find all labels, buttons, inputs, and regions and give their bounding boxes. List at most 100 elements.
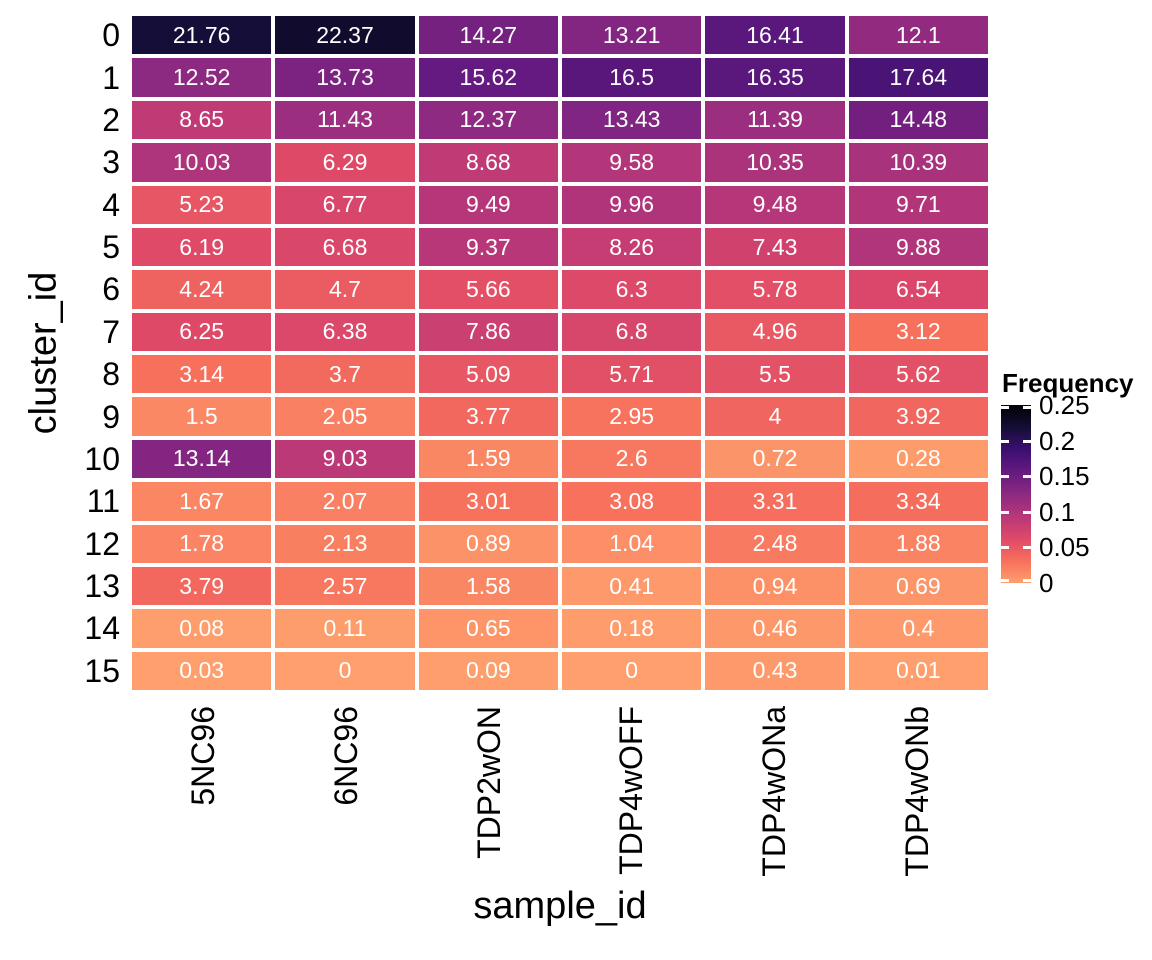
heatmap-cell-r2-c3: 13.43 bbox=[561, 100, 702, 140]
heatmap-cell-value: 5.62 bbox=[895, 360, 941, 387]
y-tick-label-4: 4 bbox=[102, 186, 120, 223]
y-tick-label-11: 11 bbox=[86, 483, 120, 520]
heatmap-cell-r13-c5: 0.69 bbox=[848, 566, 988, 606]
heatmap-cell-r11-c1: 2.07 bbox=[275, 482, 415, 521]
heatmap-cell-r1-c0: 12.52 bbox=[132, 58, 272, 97]
heatmap-cell-value: 0 bbox=[625, 657, 639, 684]
heatmap-cell-r10-c5: 0.28 bbox=[848, 439, 988, 479]
x-tick-label-text: TDP2wON bbox=[470, 706, 507, 859]
heatmap-cell-r0-c2: 14.27 bbox=[418, 16, 558, 55]
heatmap-cell-r15-c0: 0.03 bbox=[132, 651, 272, 690]
heatmap-cell-r14-c1: 0.11 bbox=[275, 609, 415, 648]
legend-tick-label-0.15: 0.15 bbox=[1039, 461, 1090, 492]
heatmap-cell-value: 22.37 bbox=[316, 21, 374, 48]
heatmap-cell-r8-c3: 5.71 bbox=[561, 355, 702, 394]
heatmap-cell-value: 6.3 bbox=[615, 275, 648, 302]
y-tick-label-7: 7 bbox=[102, 313, 120, 350]
heatmap-cell-value: 3.12 bbox=[895, 318, 941, 345]
heatmap-cell-value: 12.52 bbox=[172, 64, 231, 91]
legend-tickmark-left bbox=[1001, 406, 1009, 409]
heatmap-cell-r6-c0: 4.24 bbox=[132, 270, 272, 309]
heatmap-cell-r5-c1: 6.68 bbox=[275, 227, 415, 267]
heatmap-cell-r9-c1: 2.05 bbox=[275, 397, 415, 436]
heatmap-cell-value: 1.5 bbox=[185, 403, 218, 430]
heatmap-cell-value: 10.03 bbox=[172, 148, 231, 175]
heatmap-cell-value: 3.7 bbox=[329, 360, 361, 387]
heatmap-cell-value: 16.35 bbox=[746, 64, 804, 91]
y-tick-label-0: 0 bbox=[102, 17, 120, 54]
heatmap-cell-r6-c3: 6.3 bbox=[561, 270, 702, 309]
heatmap-cell-r3-c0: 10.03 bbox=[132, 143, 272, 182]
heatmap-cell-value: 3.08 bbox=[609, 487, 655, 514]
heatmap-cell-value: 1.78 bbox=[179, 530, 225, 557]
heatmap-cell-r10-c3: 2.6 bbox=[561, 439, 702, 479]
heatmap-cell-value: 9.03 bbox=[322, 445, 368, 472]
heatmap-cell-r0-c3: 13.21 bbox=[561, 16, 702, 55]
heatmap-cell-value: 3.92 bbox=[895, 403, 941, 430]
heatmap-cell-value: 0.11 bbox=[323, 614, 367, 641]
heatmap-cell-r14-c5: 0.4 bbox=[848, 609, 988, 648]
legend-tickmark-left bbox=[1001, 475, 1009, 479]
heatmap-cell-r15-c3: 0 bbox=[561, 651, 702, 690]
y-tick-label-15: 15 bbox=[84, 652, 120, 689]
heatmap-cell-value: 1.67 bbox=[179, 487, 225, 514]
heatmap-cell-r14-c0: 0.08 bbox=[132, 609, 272, 648]
heatmap-cell-r4-c4: 9.48 bbox=[705, 185, 845, 224]
heatmap-cell-value: 4.7 bbox=[329, 275, 361, 302]
heatmap-cell-value: 1.88 bbox=[895, 530, 941, 557]
heatmap-cell-value: 4.24 bbox=[179, 275, 225, 302]
heatmap-cell-value: 9.58 bbox=[609, 148, 655, 175]
heatmap-cell-r6-c2: 5.66 bbox=[418, 270, 558, 309]
heatmap-cell-r3-c1: 6.29 bbox=[275, 143, 415, 182]
heatmap-cell-value: 0.28 bbox=[895, 445, 941, 472]
heatmap-cell-value: 1.59 bbox=[465, 445, 511, 472]
heatmap-cell-value: 0.65 bbox=[465, 614, 511, 641]
heatmap-cell-r7-c1: 6.38 bbox=[275, 312, 415, 351]
heatmap-cell-r1-c2: 15.62 bbox=[418, 58, 558, 97]
heatmap-cell-r7-c5: 3.12 bbox=[848, 312, 988, 351]
heatmap-cell-r12-c5: 1.88 bbox=[848, 524, 988, 563]
heatmap-cell-value: 10.39 bbox=[889, 148, 948, 175]
heatmap-cell-value: 13.21 bbox=[602, 21, 661, 48]
heatmap-cell-r15-c2: 0.09 bbox=[418, 651, 558, 690]
heatmap-cell-value: 2.95 bbox=[609, 403, 655, 430]
heatmap-cell-r11-c0: 1.67 bbox=[132, 482, 272, 521]
heatmap-cell-value: 21.76 bbox=[172, 21, 231, 48]
y-tick-label-13: 13 bbox=[84, 568, 120, 605]
y-tick-label-14: 14 bbox=[84, 610, 120, 647]
heatmap-cell-r1-c5: 17.64 bbox=[848, 58, 988, 97]
y-tick-label-3: 3 bbox=[102, 144, 120, 181]
heatmap-cell-r13-c1: 2.57 bbox=[275, 566, 415, 606]
heatmap-cell-value: 1.04 bbox=[609, 530, 655, 557]
heatmap-cell-r9-c0: 1.5 bbox=[132, 397, 272, 436]
heatmap-cell-value: 16.41 bbox=[746, 21, 804, 48]
heatmap-cell-value: 6.77 bbox=[322, 191, 368, 218]
x-tick-label-TDP2wON: TDP2wON bbox=[417, 700, 560, 900]
heatmap-cell-value: 11.43 bbox=[317, 106, 373, 133]
heatmap-cell-value: 8.26 bbox=[609, 233, 655, 260]
heatmap-cell-value: 0.08 bbox=[179, 614, 225, 641]
heatmap-cell-r15-c4: 0.43 bbox=[705, 651, 845, 690]
heatmap-cell-r13-c4: 0.94 bbox=[705, 566, 845, 606]
heatmap-cell-value: 6.8 bbox=[615, 318, 648, 345]
x-tick-label-text: 6NC96 bbox=[327, 706, 364, 806]
heatmap-cell-r2-c4: 11.39 bbox=[705, 100, 845, 140]
heatmap-cell-r5-c5: 9.88 bbox=[848, 227, 988, 267]
heatmap-cell-r12-c0: 1.78 bbox=[132, 524, 272, 563]
heatmap-cell-value: 2.05 bbox=[322, 403, 368, 430]
y-tick-label-10: 10 bbox=[84, 440, 120, 477]
heatmap-cell-r5-c3: 8.26 bbox=[561, 227, 702, 267]
heatmap-cell-value: 9.71 bbox=[895, 191, 941, 218]
heatmap-cell-value: 0.09 bbox=[465, 657, 511, 684]
heatmap-cell-value: 6.19 bbox=[179, 233, 225, 260]
heatmap-cell-r10-c2: 1.59 bbox=[418, 439, 558, 479]
heatmap-cell-value: 2.6 bbox=[615, 445, 648, 472]
heatmap-cell-r11-c2: 3.01 bbox=[418, 482, 558, 521]
heatmap-cell-value: 0.94 bbox=[752, 572, 798, 599]
heatmap-cell-value: 0.69 bbox=[895, 572, 941, 599]
heatmap-cell-value: 14.27 bbox=[459, 21, 518, 48]
heatmap-cell-r3-c2: 8.68 bbox=[418, 143, 558, 182]
heatmap-cell-r11-c5: 3.34 bbox=[848, 482, 988, 521]
heatmap-cell-value: 0.43 bbox=[752, 657, 798, 684]
